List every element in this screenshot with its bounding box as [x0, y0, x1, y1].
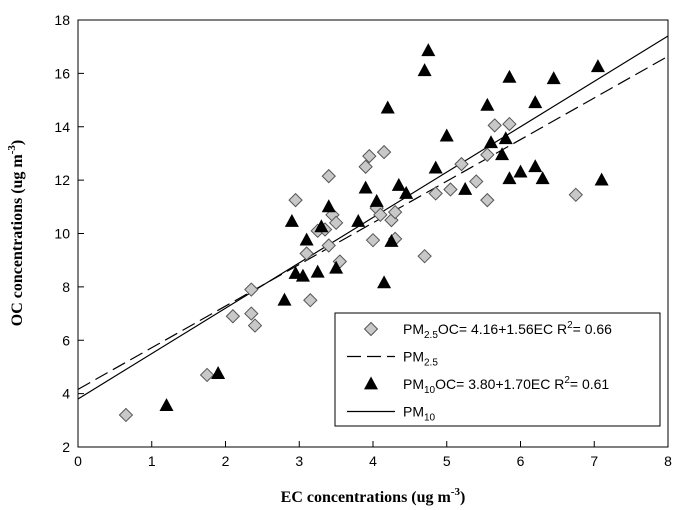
- legend-label: PM10: [403, 404, 436, 424]
- pm10-point: [288, 265, 303, 279]
- pm25-point: [362, 148, 377, 164]
- pm10-point: [351, 213, 366, 227]
- pm10-point: [369, 193, 384, 207]
- x-tick-label: 4: [369, 453, 377, 469]
- pm10-point: [535, 171, 550, 185]
- legend-box: [334, 312, 661, 427]
- pm10-point: [310, 264, 325, 278]
- pm10-point: [399, 185, 414, 199]
- pm25-point: [244, 282, 259, 297]
- pm25-point: [502, 116, 517, 132]
- y-tick-label: 14: [54, 119, 70, 135]
- y-tick-label: 4: [62, 386, 70, 402]
- x-tick-label: 8: [664, 453, 672, 469]
- x-tick-label: 1: [148, 453, 156, 469]
- y-tick-label: 10: [54, 226, 70, 242]
- pm10-point: [314, 219, 329, 233]
- pm10-point: [295, 268, 310, 282]
- x-tick-label: 5: [443, 453, 451, 469]
- pm10-point: [594, 172, 609, 186]
- pm25-point: [244, 306, 259, 321]
- pm25-point: [199, 367, 215, 383]
- pm25-point: [373, 207, 388, 223]
- legend-label: PM2.5: [403, 349, 438, 369]
- pm25-point: [480, 147, 495, 162]
- pm10-point: [439, 128, 454, 142]
- pm10-point: [483, 135, 499, 149]
- pm25-point: [454, 156, 469, 172]
- y-tick-label: 2: [62, 439, 70, 455]
- pm10-point: [284, 213, 299, 227]
- pm10-point: [458, 181, 473, 195]
- x-tick-label: 2: [222, 453, 230, 469]
- pm10-point: [428, 160, 443, 174]
- pm25-point: [443, 182, 458, 197]
- pm10-point: [299, 232, 314, 246]
- pm25-point: [469, 174, 484, 189]
- legend: PM2.5OC= 4.16+1.56EC R2= 0.66 PM2.5 PM10OC…: [334, 312, 661, 427]
- pm10-point: [480, 97, 495, 111]
- legend-label: PM2.5OC= 4.16+1.56EC R2= 0.66: [403, 320, 612, 341]
- pm10-point: [498, 131, 513, 145]
- pm25-point: [303, 293, 318, 308]
- pm10-point: [417, 63, 432, 77]
- pm10-point: [380, 100, 395, 114]
- legend-label: PM10OC= 3.80+1.70EC R2= 0.61: [403, 375, 609, 396]
- pm25-point: [288, 192, 303, 208]
- x-axis-title: EC concentrations (ug m-3): [281, 486, 466, 506]
- pm10-point: [546, 71, 561, 85]
- pm10-point: [391, 177, 406, 191]
- plot-frame: [77, 19, 669, 448]
- pm25-point: [328, 215, 344, 231]
- x-tick-label: 6: [517, 453, 525, 469]
- pm25-point: [365, 232, 381, 248]
- plot-area: [77, 35, 669, 423]
- pm10-point: [321, 199, 336, 213]
- pm25-point: [118, 407, 134, 423]
- y-tick-label: 12: [54, 172, 70, 188]
- pm25-fit-line: [77, 55, 669, 390]
- y-tick-label: 18: [54, 12, 70, 28]
- pm25-point: [321, 238, 336, 253]
- pm25-point: [568, 187, 584, 203]
- pm10-point: [377, 275, 392, 289]
- pm10-point: [495, 147, 510, 161]
- pm10-point: [528, 159, 543, 173]
- pm25-point: [299, 246, 314, 261]
- pm25-point: [321, 168, 336, 184]
- pm10-point: [277, 292, 292, 306]
- pm25-point: [480, 192, 495, 208]
- pm10-point: [528, 95, 543, 109]
- pm10-fit-line: [77, 35, 669, 400]
- legend-marker: [363, 321, 379, 337]
- pm10-point: [384, 233, 399, 247]
- pm25-point: [487, 118, 502, 133]
- pm10-point: [502, 69, 517, 83]
- pm10-point: [502, 171, 517, 185]
- x-tick-label: 7: [590, 453, 598, 469]
- x-tick-label: 3: [295, 453, 303, 469]
- legend-marker: [363, 376, 379, 390]
- pm10-point: [329, 260, 344, 274]
- pm25-point: [225, 309, 241, 324]
- pm10-point: [513, 164, 528, 178]
- pm25-point: [428, 186, 443, 201]
- x-tick-label: 0: [74, 453, 82, 469]
- pm10-point: [211, 366, 226, 379]
- pm10-point: [358, 180, 373, 194]
- pm25-point: [358, 159, 373, 174]
- pm25-point: [417, 248, 432, 264]
- pm25-point: [376, 144, 392, 160]
- pm10-point: [159, 398, 174, 412]
- y-tick-label: 8: [62, 279, 70, 295]
- y-tick-label: 6: [62, 332, 70, 348]
- y-axis-title: OC concentrations (ug m-3): [6, 140, 26, 326]
- pm25-point: [247, 318, 263, 333]
- y-tick-label: 16: [54, 65, 70, 81]
- pm10-point: [421, 43, 436, 57]
- pm10-point: [590, 59, 605, 73]
- pm25-point: [387, 204, 403, 220]
